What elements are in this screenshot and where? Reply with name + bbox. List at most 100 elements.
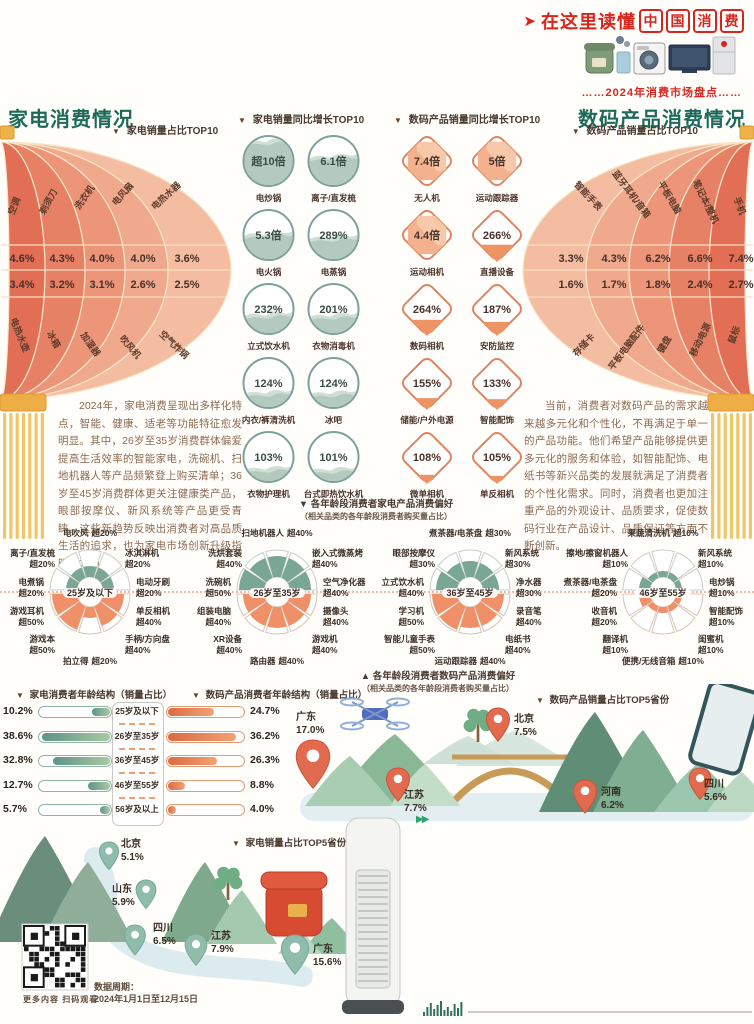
bar-fill bbox=[87, 781, 110, 790]
growth-item-label: 电火锅 bbox=[255, 267, 282, 277]
map-pin bbox=[124, 924, 146, 956]
preference-label: 收音机 超20% bbox=[591, 606, 617, 627]
age-category-label: 36岁至45岁 bbox=[114, 755, 160, 766]
preference-label: 智能配饰 超10% bbox=[709, 606, 744, 627]
digital-age-bar bbox=[166, 755, 245, 768]
growth-item: 232% 立式饮水机 bbox=[236, 280, 301, 352]
map-pin bbox=[135, 879, 157, 910]
svg-text:1.7%: 1.7% bbox=[601, 279, 626, 291]
age-group: 46岁至55岁 果蔬清洗机 超10% 擦地/擦窗机器人 超10% 新风系统 超10% 煮茶器/… bbox=[564, 520, 754, 678]
appliance-age-bar bbox=[38, 779, 112, 792]
growth-item: 124% 冰吧 bbox=[301, 354, 366, 426]
appliance-age-value: 5.7% bbox=[3, 803, 27, 816]
slogan-boxed-char: 消 bbox=[693, 9, 717, 33]
dashed-divider bbox=[119, 747, 155, 750]
svg-text:4.6%: 4.6% bbox=[9, 253, 34, 265]
svg-text:2.5%: 2.5% bbox=[174, 279, 199, 291]
appliance-province-label: 江苏 7.9% bbox=[211, 931, 234, 955]
digital-age-bar bbox=[166, 730, 245, 743]
age-category-label: 25岁及以下 bbox=[115, 706, 159, 716]
growth-item: 105% 单反相机 bbox=[462, 428, 532, 500]
slogan-text: 在这里读懂 bbox=[541, 12, 636, 32]
preference-label: 学习机 超50% bbox=[398, 606, 424, 627]
growth-item-label: 直播设备 bbox=[479, 267, 514, 277]
svg-text:232%: 232% bbox=[254, 304, 282, 316]
preference-label: 净水器 超30% bbox=[516, 577, 542, 598]
growth-item: 5.3倍电火锅 bbox=[236, 206, 301, 278]
preference-label: 新风系统 超30% bbox=[505, 548, 540, 569]
growth-item: 133% 智能配饰 bbox=[462, 354, 532, 426]
mountain bbox=[42, 862, 134, 942]
growth-item: 266% 直播设备 bbox=[462, 206, 532, 278]
appliance-age-bar bbox=[38, 804, 112, 817]
digital-age-value: 8.8% bbox=[250, 778, 274, 791]
digital-province-label: 四川 5.6% bbox=[704, 779, 727, 803]
growth-item-label: 微单相机 bbox=[409, 489, 444, 499]
preference-label: 煮茶器/电茶盘 超30% bbox=[429, 528, 511, 538]
digital-growth-grid: 7.4倍 无人机 5倍 运动跟踪器 4.4倍 运动相机 266% 直播设备 264% 数码相机 18… bbox=[392, 132, 532, 500]
svg-text:6.1倍: 6.1倍 bbox=[320, 154, 346, 168]
map-pin bbox=[688, 767, 712, 801]
age-group: 36岁至45岁 煮茶器/电茶盘 超30% 眼部按摩仪 超30% 新风系统 超30% 立式饮水机… bbox=[377, 520, 563, 678]
growth-item-label: 电炒锅 bbox=[255, 193, 282, 203]
preference-label: 立式饮水机 超40% bbox=[381, 577, 424, 598]
triangle-down-icon: ▼ bbox=[112, 127, 120, 136]
preference-label: 摄像头 超40% bbox=[323, 606, 349, 627]
svg-text:187%: 187% bbox=[483, 304, 511, 316]
growth-item-label: 立式饮水机 bbox=[247, 341, 290, 351]
age-group-label: 36岁至45岁 bbox=[377, 586, 563, 599]
appliance-province-label: 北京 5.1% bbox=[121, 839, 144, 863]
preference-label: 冰淇淋机 超20% bbox=[125, 548, 160, 569]
preference-label: 运动跟踪器 超40% bbox=[434, 656, 506, 666]
svg-text:3.3%: 3.3% bbox=[558, 253, 583, 265]
age-group-label: 46岁至55岁 bbox=[570, 586, 754, 599]
digital-paragraph: 当前，消费者对数码产品的需求越来越多元化和个性化，不再满足于单一的产品功能。他们… bbox=[524, 400, 708, 552]
appliance-age-bar bbox=[38, 706, 112, 718]
svg-text:3.1%: 3.1% bbox=[89, 279, 114, 291]
svg-text:155%: 155% bbox=[413, 378, 441, 390]
triangle-down-icon: ▼ bbox=[571, 127, 580, 136]
slogan-boxed-char: 费 bbox=[720, 9, 744, 33]
svg-text:2.4%: 2.4% bbox=[687, 279, 712, 291]
preference-label: 智能儿童手表 超50% bbox=[383, 634, 435, 655]
preference-label: 拍立得 超20% bbox=[62, 656, 118, 666]
growth-item-label: 数码相机 bbox=[409, 341, 444, 351]
growth-item: 124% 内衣/裤清洗机 bbox=[236, 354, 301, 426]
digital-section-title: 数码产品消费情况 bbox=[578, 109, 746, 131]
preference-label: 煮茶器/电茶盘 超20% bbox=[563, 577, 617, 598]
slogan-boxed-char: 中 bbox=[639, 9, 663, 33]
digital-province-label: 河南 6.2% bbox=[601, 787, 624, 811]
map-pin bbox=[295, 739, 331, 790]
digital-age-value: 24.7% bbox=[250, 705, 280, 717]
preference-label: 眼部按摩仪 超30% bbox=[392, 548, 435, 569]
appliance-province-label: 四川 6.5% bbox=[153, 923, 176, 947]
preference-label: 离子/直发梳 超20% bbox=[10, 548, 55, 569]
svg-text:5.3倍: 5.3倍 bbox=[255, 228, 281, 242]
bar-fill bbox=[168, 732, 236, 741]
svg-text:133%: 133% bbox=[483, 378, 511, 390]
appliance-preference-note: （相关品类的各年龄段消费者购买量占比） bbox=[300, 512, 452, 521]
growth-item-label: 衣物护理机 bbox=[247, 489, 290, 499]
svg-text:289%: 289% bbox=[319, 230, 347, 242]
appliance-age-value: 38.6% bbox=[3, 729, 33, 742]
triangle-down-icon: ▼ bbox=[536, 696, 544, 705]
age-category-label: 56岁及以上 bbox=[115, 804, 159, 815]
triangle-up-icon: ▲ bbox=[360, 671, 371, 682]
preference-label: 果蔬清洗机 超10% bbox=[627, 528, 699, 538]
svg-text:103%: 103% bbox=[254, 452, 282, 464]
age-axis-box bbox=[112, 702, 164, 826]
triangle-down-icon: ▼ bbox=[232, 839, 240, 848]
growth-item-label: 运动相机 bbox=[409, 267, 444, 277]
preference-label: 空气净化器 超40% bbox=[323, 577, 366, 598]
preference-label: 电煮锅 超20% bbox=[18, 577, 44, 598]
svg-text:3.6%: 3.6% bbox=[174, 253, 199, 265]
digital-share-subtitle: ▼ 数码产品销量占比TOP10 bbox=[571, 126, 698, 137]
growth-item-label: 储能/户外电源 bbox=[400, 415, 454, 425]
phone-illustration bbox=[688, 684, 754, 776]
preference-label: 闺蜜机 超10% bbox=[698, 634, 724, 655]
appliance-age-structure-header: ▼ 家电消费者年龄结构（销量占比） bbox=[16, 690, 173, 701]
bar-fill bbox=[100, 806, 110, 815]
growth-item: 7.4倍 无人机 bbox=[392, 132, 462, 204]
growth-item: 289% 电蒸锅 bbox=[301, 206, 366, 278]
growth-item-label: 安防监控 bbox=[479, 341, 514, 351]
